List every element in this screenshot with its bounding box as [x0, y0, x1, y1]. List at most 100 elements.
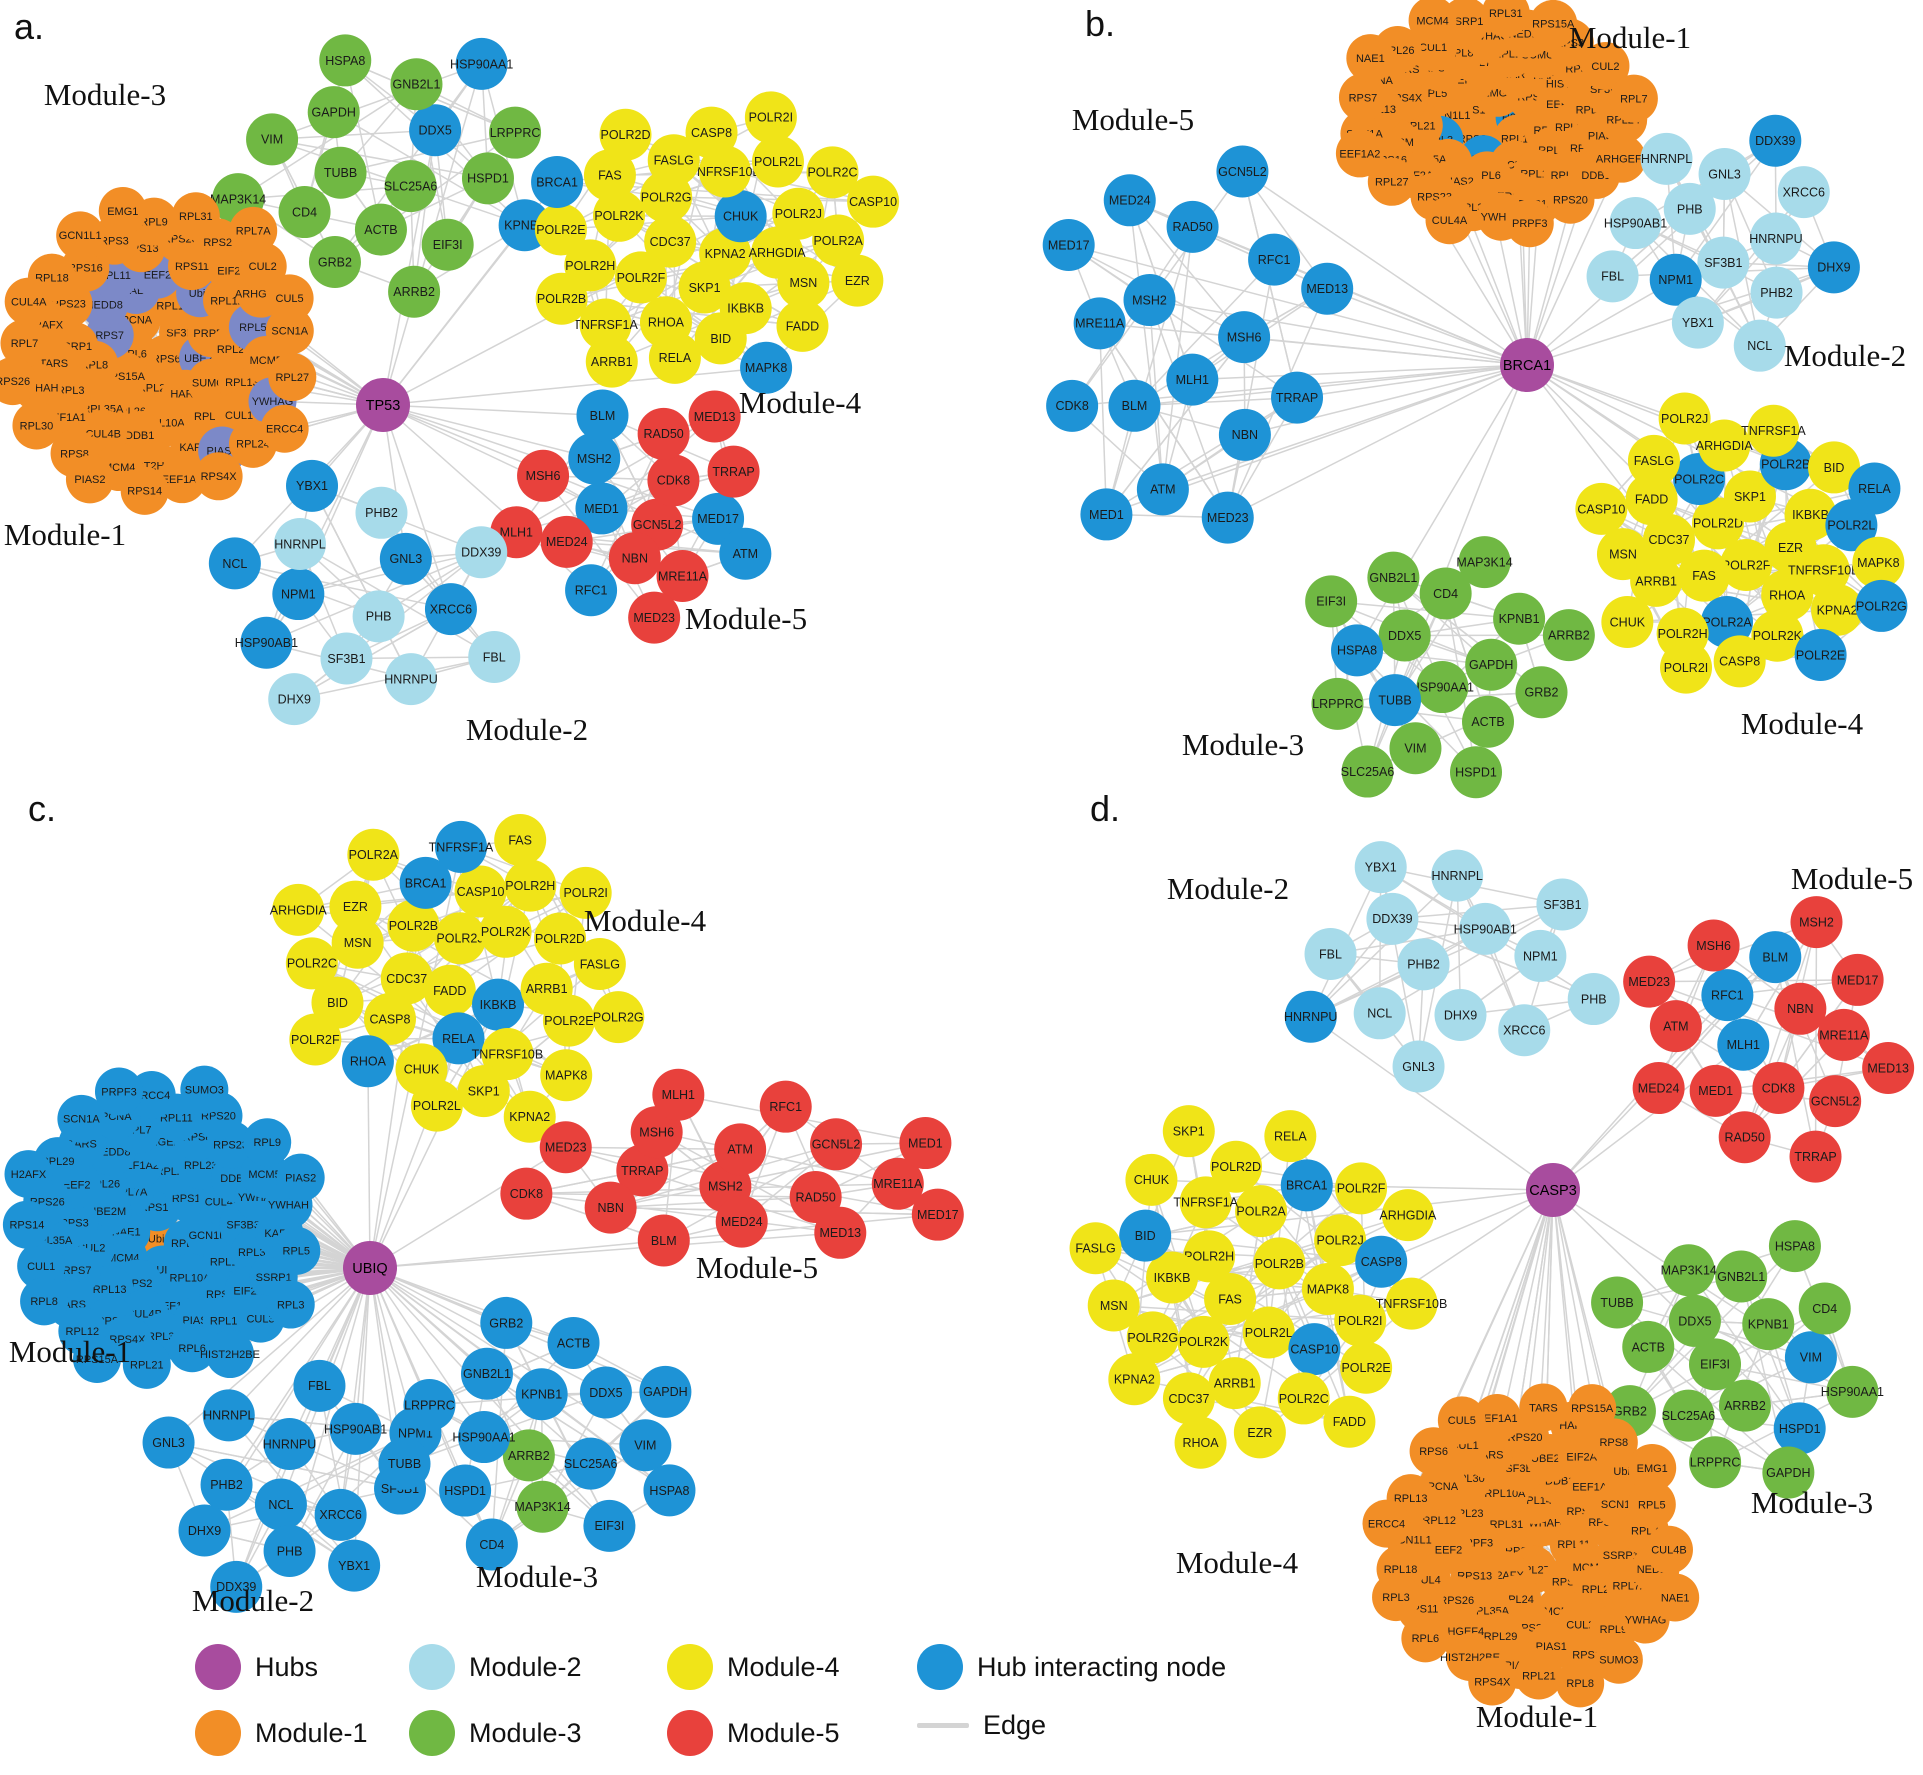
network-node-CDC37[interactable]: [380, 952, 433, 1005]
network-node-CASP8[interactable]: [363, 992, 416, 1045]
network-node-CASP10[interactable]: [1575, 482, 1628, 535]
network-node-MED17[interactable]: [911, 1188, 964, 1241]
network-node-YBX1[interactable]: [1671, 296, 1724, 349]
network-node-POLR2G[interactable]: [592, 991, 645, 1044]
network-node-POLR2C[interactable]: [806, 146, 859, 199]
network-node-RFC1[interactable]: [565, 564, 618, 617]
network-node-MSH6[interactable]: [517, 449, 570, 502]
network-node-FBL[interactable]: [468, 630, 521, 683]
network-node-TUBB[interactable]: [1369, 674, 1422, 727]
network-node-POLR2A[interactable]: [347, 828, 400, 881]
network-node-CUL4A[interactable]: [1425, 196, 1474, 245]
network-node-BLM[interactable]: [576, 389, 629, 442]
network-node-RELA[interactable]: [1848, 462, 1901, 515]
network-node-POLR2B[interactable]: [387, 899, 440, 952]
hub-node-TP53[interactable]: [356, 378, 410, 432]
network-node-EZR[interactable]: [831, 254, 884, 307]
network-node-ATM[interactable]: [719, 527, 772, 580]
network-node-MED17[interactable]: [692, 492, 745, 545]
network-node-GCN5L2[interactable]: [1216, 145, 1269, 198]
network-node-MCM4[interactable]: [1408, 0, 1457, 45]
network-node-CHUK[interactable]: [714, 190, 767, 243]
network-node-RELA[interactable]: [648, 331, 701, 384]
network-node-PHB[interactable]: [1663, 182, 1716, 235]
network-node-PHB[interactable]: [263, 1524, 316, 1577]
network-node-SKP1[interactable]: [457, 1065, 510, 1118]
network-node-HNRNPL[interactable]: [273, 517, 326, 570]
network-node-MLH1[interactable]: [1166, 353, 1219, 406]
network-node-POLR2K[interactable]: [1751, 609, 1804, 662]
network-node-NCL[interactable]: [1733, 319, 1786, 372]
network-node-VIM[interactable]: [619, 1419, 672, 1472]
network-node-POLR2A[interactable]: [1701, 595, 1754, 648]
network-node-RPL27[interactable]: [268, 353, 317, 402]
network-node-SLC25A6[interactable]: [384, 160, 437, 213]
network-node-IKBKB[interactable]: [472, 978, 525, 1031]
network-node-POLR2A[interactable]: [812, 214, 865, 267]
network-node-SCN1A[interactable]: [57, 1094, 106, 1143]
network-node-RPS14[interactable]: [2, 1200, 51, 1249]
network-node-FBL[interactable]: [1586, 250, 1639, 303]
network-node-POLR2D[interactable]: [534, 912, 587, 965]
network-node-TUBB[interactable]: [378, 1437, 431, 1490]
network-node-YBX1[interactable]: [328, 1539, 381, 1592]
network-node-DHX9[interactable]: [268, 673, 321, 726]
network-node-POLR2D[interactable]: [599, 108, 652, 161]
network-node-CDK8[interactable]: [1046, 379, 1099, 432]
network-node-FAS[interactable]: [494, 814, 547, 867]
network-node-CUL5[interactable]: [265, 274, 314, 323]
network-node-MSH6[interactable]: [1218, 311, 1271, 364]
network-node-FADD[interactable]: [423, 964, 476, 1017]
network-node-CD4[interactable]: [1419, 567, 1472, 620]
network-node-FASLG[interactable]: [573, 938, 626, 991]
network-node-FADD[interactable]: [1625, 473, 1678, 526]
network-node-NCL[interactable]: [254, 1478, 307, 1531]
network-node-GRB2[interactable]: [480, 1296, 533, 1349]
network-node-MSN[interactable]: [1596, 528, 1649, 581]
network-node-HSP90AB1[interactable]: [329, 1402, 382, 1455]
network-node-MED17[interactable]: [1042, 219, 1095, 272]
hub-node-BRCA1[interactable]: [1500, 338, 1554, 392]
network-node-RPL31[interactable]: [1481, 0, 1530, 38]
network-node-CASP10[interactable]: [847, 175, 900, 228]
network-node-ACTB[interactable]: [547, 1316, 600, 1369]
network-node-MED13[interactable]: [688, 390, 741, 443]
network-node-MSH2[interactable]: [1123, 274, 1176, 327]
network-node-RPL8[interactable]: [20, 1277, 69, 1326]
network-node-SF3B1[interactable]: [320, 632, 373, 685]
network-node-POLR2H[interactable]: [504, 859, 557, 912]
network-node-KPNB1[interactable]: [1493, 592, 1546, 645]
network-node-RPL7[interactable]: [0, 319, 49, 368]
network-node-DDX39[interactable]: [210, 1560, 263, 1613]
network-node-RPL7A[interactable]: [229, 206, 278, 255]
network-node-POLR2L[interactable]: [410, 1079, 463, 1132]
network-node-CHUK[interactable]: [1601, 595, 1654, 648]
network-node-GNB2L1[interactable]: [460, 1347, 513, 1400]
network-node-MLH1[interactable]: [652, 1068, 705, 1121]
network-node-TUBB[interactable]: [314, 146, 367, 199]
network-node-MED24[interactable]: [715, 1195, 768, 1248]
network-node-PHB2[interactable]: [355, 486, 408, 539]
network-node-BLM[interactable]: [1108, 379, 1161, 432]
network-node-MED24[interactable]: [1103, 174, 1156, 227]
network-node-RPL5[interactable]: [272, 1226, 321, 1275]
network-node-GRB2[interactable]: [308, 236, 361, 289]
network-node-BID[interactable]: [1808, 441, 1861, 494]
network-node-MED23[interactable]: [539, 1121, 592, 1174]
network-node-TNFRSF1A[interactable]: [434, 820, 487, 873]
network-node-CUL2[interactable]: [1581, 41, 1630, 90]
network-node-HNRNPL[interactable]: [1640, 132, 1693, 185]
network-node-NBN[interactable]: [584, 1181, 637, 1234]
network-node-ERCC4[interactable]: [260, 404, 309, 453]
network-node-SUMO3[interactable]: [180, 1065, 229, 1114]
network-node-BRCA1[interactable]: [531, 155, 584, 208]
network-node-LRPPRC[interactable]: [489, 106, 542, 159]
network-node-MAPK8[interactable]: [1852, 536, 1905, 589]
network-node-POLR2J[interactable]: [1658, 392, 1711, 445]
network-node-CDK8[interactable]: [500, 1167, 553, 1220]
network-node-DDX39[interactable]: [455, 526, 508, 579]
network-node-POLR2I[interactable]: [559, 866, 612, 919]
network-node-HSPD1[interactable]: [1450, 746, 1503, 799]
network-node-MED1[interactable]: [1080, 488, 1133, 541]
network-node-HNRNPU[interactable]: [1749, 212, 1802, 265]
